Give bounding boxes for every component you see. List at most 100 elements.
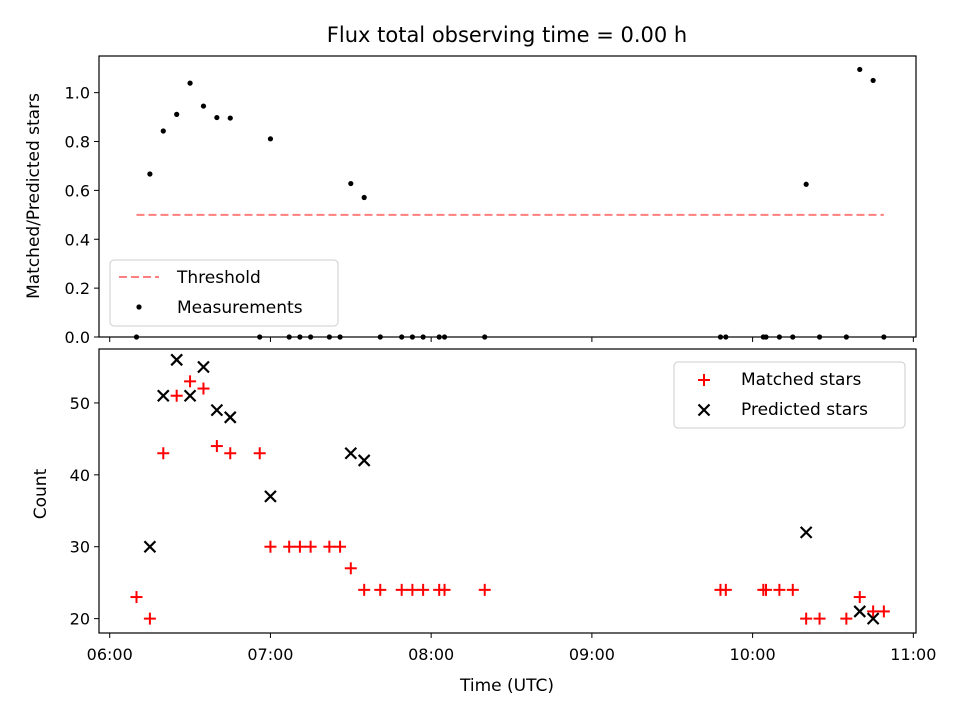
top-y-tick-label-5: 1.0 xyxy=(65,84,90,103)
bottom-y-axis-label: Count xyxy=(31,468,51,519)
matched-point-16 xyxy=(358,583,371,596)
matched-point-4 xyxy=(184,375,197,388)
predicted-point-5-b xyxy=(210,403,224,417)
matched-point-5 xyxy=(197,382,210,395)
matched-point-34 xyxy=(867,605,880,618)
legend-matched-marker xyxy=(698,374,710,386)
bottom-y-tick-label-1: 30 xyxy=(70,538,90,557)
top-legend-box xyxy=(109,259,339,327)
matched-point-0 xyxy=(130,591,143,604)
matched-point-22 xyxy=(438,583,451,596)
top-y-tick-label-3: 0.6 xyxy=(65,181,90,200)
predicted-point-11 xyxy=(853,605,867,618)
predicted-point-10 xyxy=(799,526,813,539)
bottom-panel: 20 30 40 50 06:00 07:00 08:00 09:00 10:00 11:00 xyxy=(70,348,936,664)
bottom-y-tick-label-3: 50 xyxy=(70,394,90,413)
matched-point-23 xyxy=(478,583,491,596)
matched-point-31 xyxy=(813,612,826,625)
matched-point-12 xyxy=(304,540,317,553)
matched-point-8 xyxy=(253,447,266,460)
predicted-point-3-b xyxy=(183,389,197,403)
predicted-point-2-b xyxy=(170,353,183,367)
top-plot-frame xyxy=(98,55,917,338)
matched-point-7 xyxy=(224,447,237,460)
matched-point-35 xyxy=(877,605,890,618)
legend-predicted-marker xyxy=(697,403,711,417)
top-y-tick-label-4: 0.8 xyxy=(65,133,90,152)
measurement-point-2 xyxy=(160,128,166,134)
matched-point-17 xyxy=(374,583,387,596)
matched-point-30 xyxy=(800,612,813,625)
predicted-point-7-b xyxy=(264,490,277,503)
predicted-point-2 xyxy=(170,353,183,367)
measurement-point-4 xyxy=(187,80,193,86)
top-y-tick-label-1: 0.2 xyxy=(65,279,90,298)
matched-point-15 xyxy=(344,562,357,575)
predicted-point-5 xyxy=(210,403,224,417)
legend-predicted-marker-b xyxy=(697,403,711,417)
predicted-point-0-b xyxy=(143,540,157,553)
bottom-legend-box xyxy=(673,361,906,429)
matched-point-25 xyxy=(719,583,732,596)
measurement-point-9 xyxy=(267,136,274,142)
legend-threshold-label: Threshold xyxy=(176,268,261,288)
measurement-point-1 xyxy=(147,171,153,177)
top-y-tick-label-0: 0.0 xyxy=(65,328,90,347)
matched-point-33 xyxy=(853,591,866,604)
legend-predicted-label: Predicted stars xyxy=(741,400,868,420)
bottom-y-tick-label-0: 20 xyxy=(70,610,90,629)
matched-point-10 xyxy=(283,540,296,553)
predicted-point-12-b xyxy=(866,612,880,625)
measurement-point-6 xyxy=(214,114,220,121)
bottom-x-tick-label-4: 10:00 xyxy=(730,645,776,664)
predicted-point-8 xyxy=(344,446,358,460)
legend-measurements-label: Measurements xyxy=(177,298,303,318)
measurement-point-3 xyxy=(174,111,180,117)
matched-point-3 xyxy=(170,389,183,402)
measurement-point-34 xyxy=(870,77,876,84)
predicted-point-1-b xyxy=(157,389,170,403)
predicted-point-3 xyxy=(183,389,197,403)
predicted-point-7 xyxy=(264,490,277,503)
predicted-point-9-b xyxy=(357,454,371,467)
matched-point-9 xyxy=(264,540,277,553)
predicted-point-6 xyxy=(223,411,237,424)
top-chart-title: Flux total observing time = 0.00 h xyxy=(327,23,687,47)
matched-point-28 xyxy=(773,583,786,596)
top-y-axis-label: Matched/Predicted stars xyxy=(24,93,44,299)
predicted-point-0 xyxy=(143,540,157,553)
x-axis-label: Time (UTC) xyxy=(459,676,554,696)
matched-point-19 xyxy=(406,583,419,596)
matched-point-2 xyxy=(157,447,170,460)
measurement-point-33 xyxy=(857,66,863,73)
matched-point-20 xyxy=(417,583,430,596)
top-y-tick-label-2: 0.4 xyxy=(65,230,90,249)
predicted-point-9 xyxy=(357,454,371,467)
predicted-point-12 xyxy=(866,612,880,625)
legend-predicted-swatch xyxy=(697,403,711,417)
measurement-point-15 xyxy=(348,180,354,187)
bottom-plot-frame xyxy=(98,348,917,634)
bottom-x-tick-label-5: 11:00 xyxy=(890,645,936,664)
matched-point-14 xyxy=(334,540,347,553)
predicted-point-6-b xyxy=(223,411,237,424)
predicted-point-1 xyxy=(157,389,170,403)
predicted-point-8-b xyxy=(344,446,358,460)
bottom-x-tick-label-3: 09:00 xyxy=(569,645,615,664)
legend-measurements-swatch xyxy=(136,304,142,310)
top-panel: 0.0 0.2 0.4 0.6 0.8 1.0 xyxy=(65,55,917,347)
predicted-point-11-b xyxy=(853,605,867,618)
matched-point-32 xyxy=(840,612,853,625)
bottom-x-tick-label-2: 08:00 xyxy=(408,645,454,664)
legend-matched-label: Matched stars xyxy=(741,370,861,390)
measurement-point-7 xyxy=(227,115,233,121)
predicted-point-4-b xyxy=(197,360,210,374)
matched-point-27 xyxy=(759,583,772,596)
matched-point-6 xyxy=(210,440,223,453)
bottom-x-tick-label-0: 06:00 xyxy=(87,645,133,664)
predicted-point-10-b xyxy=(799,526,813,539)
measurement-point-16 xyxy=(361,194,367,201)
bottom-x-tick-label-1: 07:00 xyxy=(247,645,293,664)
